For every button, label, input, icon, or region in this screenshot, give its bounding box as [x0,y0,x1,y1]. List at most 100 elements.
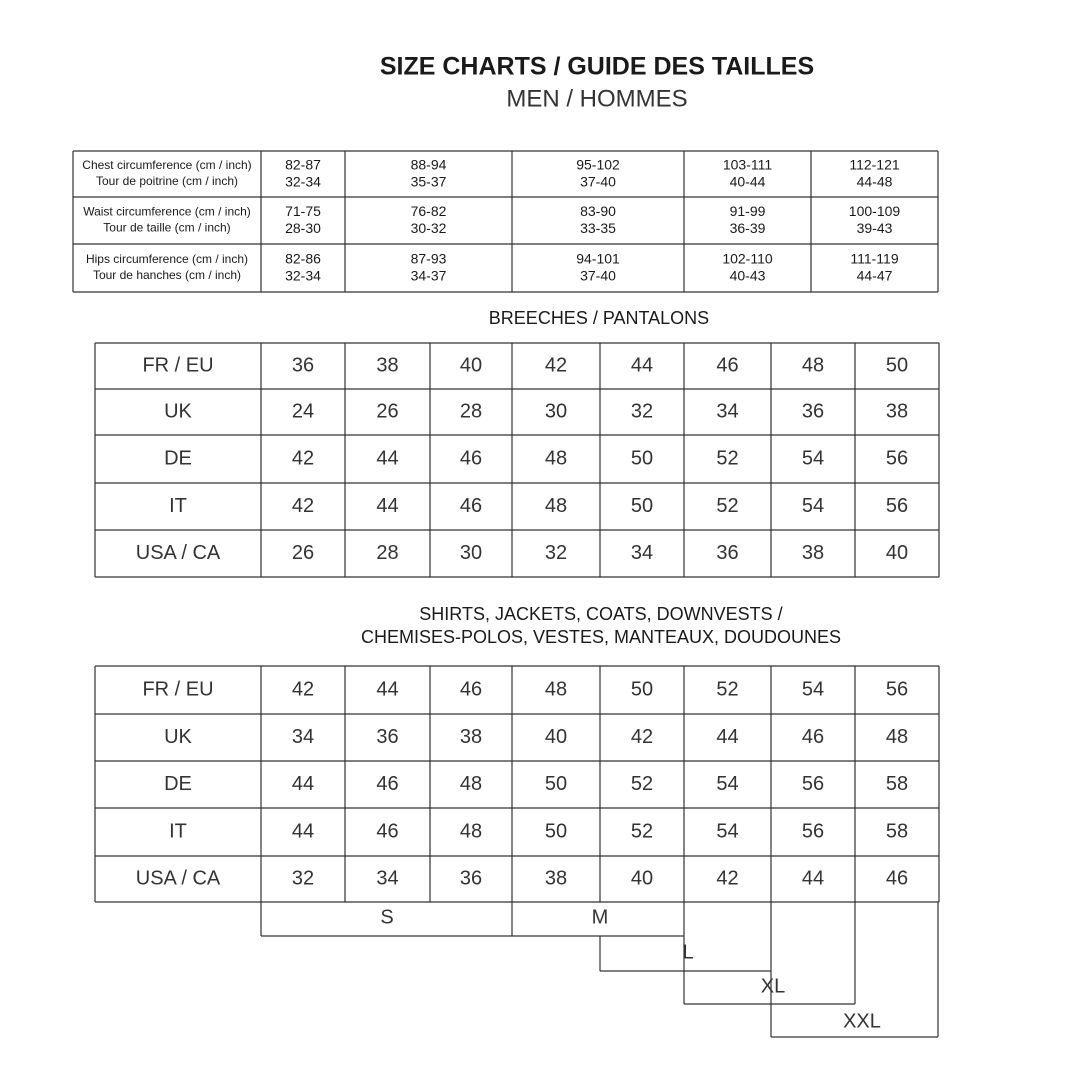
cell: 83-90 [580,203,616,219]
row-label: UK [164,400,192,422]
row-label: IT [169,495,187,517]
cell: 40 [460,354,482,376]
cell: 34 [376,867,398,889]
cell: 56 [802,820,824,842]
row-label: DE [164,447,192,469]
size-brackets [260,902,939,1038]
size-label: M [592,906,609,928]
row-label: Chest circumference (cm / inch) [82,158,251,172]
cell: 54 [802,495,824,517]
cell: 112-121 [849,157,900,173]
cell: 36 [802,400,824,422]
subtitle: MEN / HOMMES [506,85,687,112]
cell: 26 [376,400,398,422]
cell: 50 [631,678,653,700]
cell: 44 [376,447,398,469]
cell: 28 [376,542,398,564]
cell: 46 [460,447,482,469]
cell: 38 [460,726,482,748]
cell: 50 [631,447,653,469]
row-label: FR / EU [142,678,213,700]
cell: 40 [545,726,567,748]
size-label: L [682,941,693,963]
cell: 36 [460,867,482,889]
section-title: BREECHES / PANTALONS [489,308,709,328]
cell: 54 [716,773,738,795]
cell: 40 [886,542,908,564]
cell: 24 [292,400,314,422]
cell: 36-39 [730,220,766,236]
row-label: IT [169,820,187,842]
row-label: UK [164,726,192,748]
size-label: XXL [843,1010,881,1032]
cell: 50 [886,354,908,376]
cell: 58 [886,773,908,795]
cell: 48 [545,447,567,469]
cell: 37-40 [580,174,616,190]
cell: 102-110 [722,251,773,267]
cell: 56 [802,773,824,795]
section-title: SHIRTS, JACKETS, COATS, DOWNVESTS / [419,604,782,624]
cell: 56 [886,678,908,700]
cell: 111-119 [850,251,898,267]
cell: 36 [292,354,314,376]
cell: 46 [886,867,908,889]
cell: 52 [716,678,738,700]
size-label: S [380,906,393,928]
cell: 32-34 [285,268,321,284]
cell: 58 [886,820,908,842]
cell: 40-44 [730,174,766,190]
row-label: Tour de taille (cm / inch) [103,221,230,235]
cell: 44 [292,773,314,795]
row-label: USA / CA [136,542,221,564]
cell: 48 [886,726,908,748]
cell: 103-111 [723,157,773,173]
cell: 46 [802,726,824,748]
cell: 48 [545,678,567,700]
cell: 28-30 [285,220,321,236]
cell: 46 [376,773,398,795]
cell: 44-48 [857,174,893,190]
cell: 46 [716,354,738,376]
cell: 48 [802,354,824,376]
cell: 54 [802,447,824,469]
row-label: DE [164,773,192,795]
cell: 54 [802,678,824,700]
cell: 94-101 [576,251,620,267]
cell: 50 [631,495,653,517]
cell: 52 [716,495,738,517]
cell: 34 [716,400,738,422]
cell: 46 [376,820,398,842]
title: SIZE CHARTS / GUIDE DES TAILLES [380,53,814,81]
section-title: CHEMISES-POLOS, VESTES, MANTEAUX, DOUDOU… [361,627,841,647]
cell: 42 [631,726,653,748]
cell: 40 [631,867,653,889]
cell: 32-34 [285,174,321,190]
cell: 71-75 [285,203,321,219]
cell: 42 [545,354,567,376]
cell: 56 [886,495,908,517]
row-label: USA / CA [136,867,221,889]
row-label: Tour de poitrine (cm / inch) [96,174,238,188]
row-label: Waist circumference (cm / inch) [83,205,251,219]
cell: 56 [886,447,908,469]
cell: 28 [460,400,482,422]
cell: 42 [292,495,314,517]
cell: 46 [460,678,482,700]
cell: 38 [802,542,824,564]
cell: 39-43 [857,220,893,236]
cell: 50 [545,820,567,842]
cell: 44-47 [857,268,893,284]
cell: 54 [716,820,738,842]
cell: 32 [545,542,567,564]
cell: 82-86 [285,251,321,267]
cell: 44 [631,354,653,376]
cell: 33-35 [580,220,616,236]
cell: 52 [631,820,653,842]
cell: 100-109 [849,203,901,219]
cell: 46 [460,495,482,517]
cell: 26 [292,542,314,564]
cell: 50 [545,773,567,795]
cell: 42 [292,678,314,700]
